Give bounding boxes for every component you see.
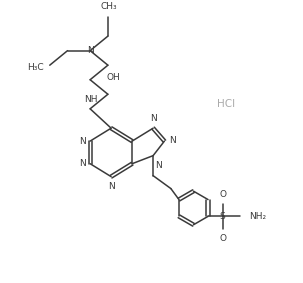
Text: NH₂: NH₂ [249, 212, 267, 221]
Text: NH: NH [84, 95, 97, 104]
Text: N: N [108, 182, 115, 191]
Text: H₃C: H₃C [27, 63, 43, 72]
Text: N: N [87, 46, 94, 55]
Text: N: N [79, 137, 86, 146]
Text: S: S [220, 212, 225, 221]
Text: OH: OH [107, 73, 121, 82]
Text: N: N [169, 136, 176, 145]
Text: CH₃: CH₃ [100, 2, 117, 11]
Text: O: O [219, 234, 226, 243]
Text: N: N [79, 159, 86, 168]
Text: O: O [219, 190, 226, 199]
Text: N: N [150, 114, 156, 123]
Text: N: N [155, 161, 162, 170]
Text: HCl: HCl [217, 99, 235, 109]
